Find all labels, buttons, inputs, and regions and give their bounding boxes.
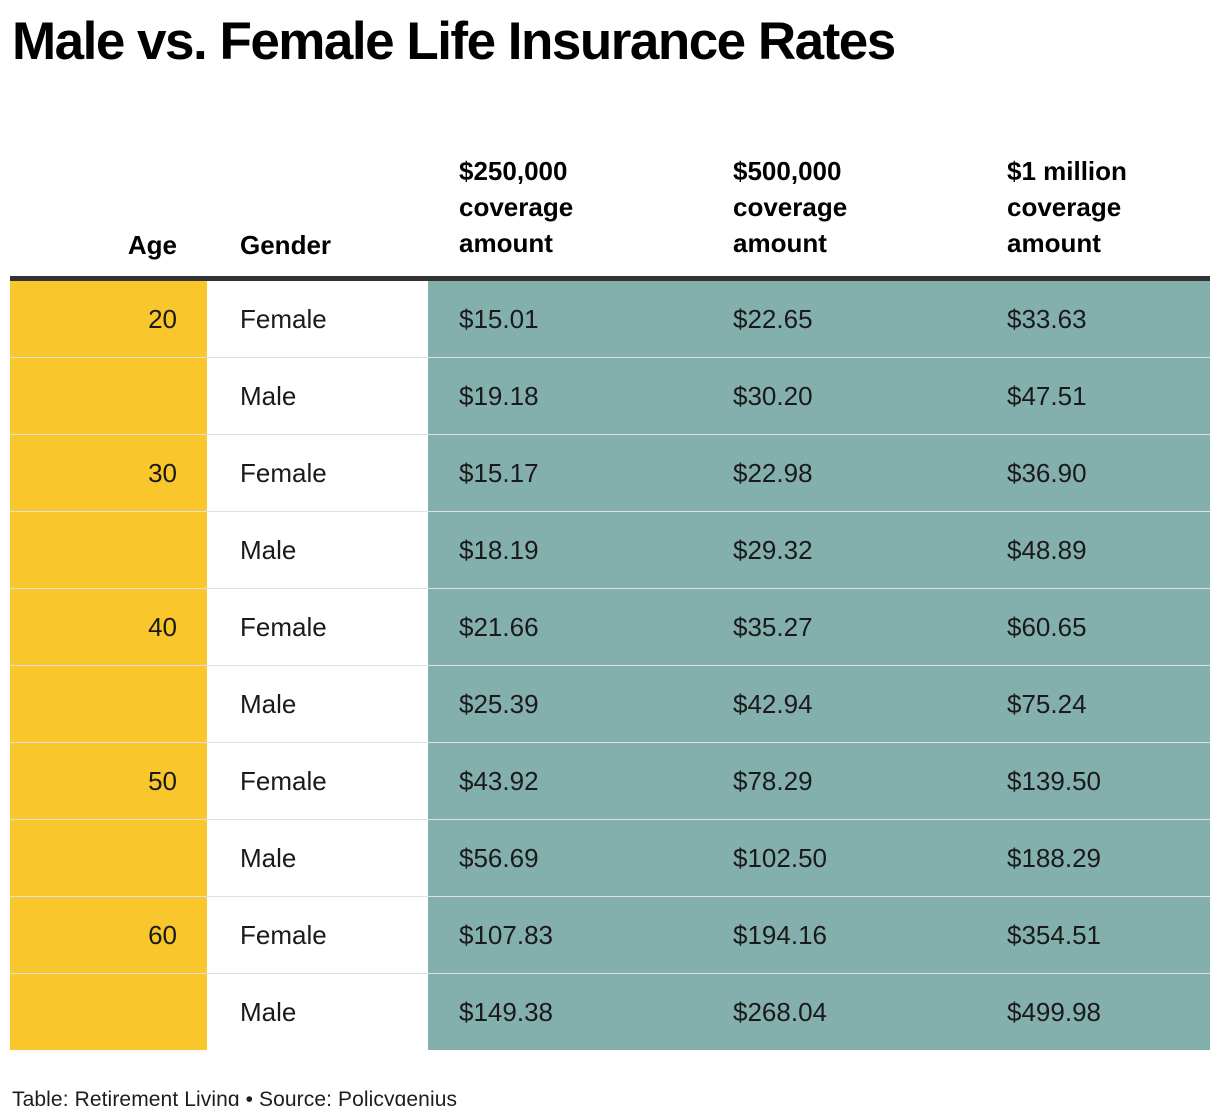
- rate-1m-cell: $60.65: [976, 588, 1210, 666]
- col-header-500k-label: $500,000 coverage amount: [733, 156, 848, 259]
- col-header-1m-label: $1 million coverage amount: [1007, 156, 1127, 259]
- table-row: 20 Female $15.01 $22.65 $33.63: [10, 278, 1210, 358]
- table-row: Male $25.39 $42.94 $75.24: [10, 665, 1210, 743]
- rate-500k-cell: $35.27: [702, 588, 976, 666]
- rate-500k-cell: $42.94: [702, 665, 976, 743]
- rate-1m-cell: $47.51: [976, 357, 1210, 435]
- rate-250k-cell: $107.83: [428, 896, 702, 974]
- rate-500k-cell: $22.98: [702, 434, 976, 512]
- table-row: Male $19.18 $30.20 $47.51: [10, 357, 1210, 435]
- rate-500k-cell: $22.65: [702, 278, 976, 358]
- page-title: Male vs. Female Life Insurance Rates: [12, 12, 896, 71]
- rate-500k-cell: $102.50: [702, 819, 976, 897]
- insurance-rates-table: Age Gender $250,000 coverage amount $500…: [10, 71, 1210, 1051]
- gender-cell: Male: [207, 973, 428, 1051]
- header-row: Age Gender $250,000 coverage amount $500…: [10, 71, 1210, 282]
- table-footer: Table: Retirement Living • Source: Polic…: [12, 1088, 458, 1106]
- age-cell: 30: [10, 434, 207, 512]
- gender-cell: Female: [207, 742, 428, 820]
- table-row: 40 Female $21.66 $35.27 $60.65: [10, 588, 1210, 666]
- col-header-250k-label: $250,000 coverage amount: [459, 156, 574, 259]
- rate-1m-cell: $48.89: [976, 511, 1210, 589]
- col-header-250k: $250,000 coverage amount: [428, 71, 702, 282]
- col-header-gender: Gender: [207, 71, 428, 282]
- rate-250k-cell: $18.19: [428, 511, 702, 589]
- gender-cell: Male: [207, 819, 428, 897]
- age-cell: [10, 357, 207, 435]
- rate-250k-cell: $21.66: [428, 588, 702, 666]
- gender-cell: Male: [207, 357, 428, 435]
- age-cell: [10, 973, 207, 1051]
- gender-cell: Male: [207, 511, 428, 589]
- rate-1m-cell: $36.90: [976, 434, 1210, 512]
- rate-1m-cell: $139.50: [976, 742, 1210, 820]
- gender-cell: Female: [207, 588, 428, 666]
- age-cell: 40: [10, 588, 207, 666]
- gender-cell: Male: [207, 665, 428, 743]
- gender-cell: Female: [207, 896, 428, 974]
- age-cell: [10, 511, 207, 589]
- age-cell: 20: [10, 278, 207, 358]
- rate-500k-cell: $30.20: [702, 357, 976, 435]
- rate-250k-cell: $19.18: [428, 357, 702, 435]
- rate-250k-cell: $56.69: [428, 819, 702, 897]
- table-row: 30 Female $15.17 $22.98 $36.90: [10, 434, 1210, 512]
- gender-cell: Female: [207, 278, 428, 358]
- table-row: Male $56.69 $102.50 $188.29: [10, 819, 1210, 897]
- table-row: 60 Female $107.83 $194.16 $354.51: [10, 896, 1210, 974]
- col-header-age: Age: [10, 71, 207, 282]
- gender-cell: Female: [207, 434, 428, 512]
- rate-250k-cell: $15.17: [428, 434, 702, 512]
- rate-250k-cell: $15.01: [428, 278, 702, 358]
- age-cell: 50: [10, 742, 207, 820]
- rate-1m-cell: $33.63: [976, 278, 1210, 358]
- table-row: 50 Female $43.92 $78.29 $139.50: [10, 742, 1210, 820]
- rate-500k-cell: $29.32: [702, 511, 976, 589]
- rate-250k-cell: $43.92: [428, 742, 702, 820]
- table-row: Male $18.19 $29.32 $48.89: [10, 511, 1210, 589]
- rate-1m-cell: $188.29: [976, 819, 1210, 897]
- rate-500k-cell: $194.16: [702, 896, 976, 974]
- col-header-500k: $500,000 coverage amount: [702, 71, 976, 282]
- rate-1m-cell: $75.24: [976, 665, 1210, 743]
- col-header-1m: $1 million coverage amount: [976, 71, 1210, 282]
- rate-1m-cell: $354.51: [976, 896, 1210, 974]
- table-row: Male $149.38 $268.04 $499.98: [10, 973, 1210, 1051]
- rate-250k-cell: $25.39: [428, 665, 702, 743]
- rate-500k-cell: $78.29: [702, 742, 976, 820]
- rate-250k-cell: $149.38: [428, 973, 702, 1051]
- rate-500k-cell: $268.04: [702, 973, 976, 1051]
- rate-1m-cell: $499.98: [976, 973, 1210, 1051]
- age-cell: 60: [10, 896, 207, 974]
- age-cell: [10, 819, 207, 897]
- age-cell: [10, 665, 207, 743]
